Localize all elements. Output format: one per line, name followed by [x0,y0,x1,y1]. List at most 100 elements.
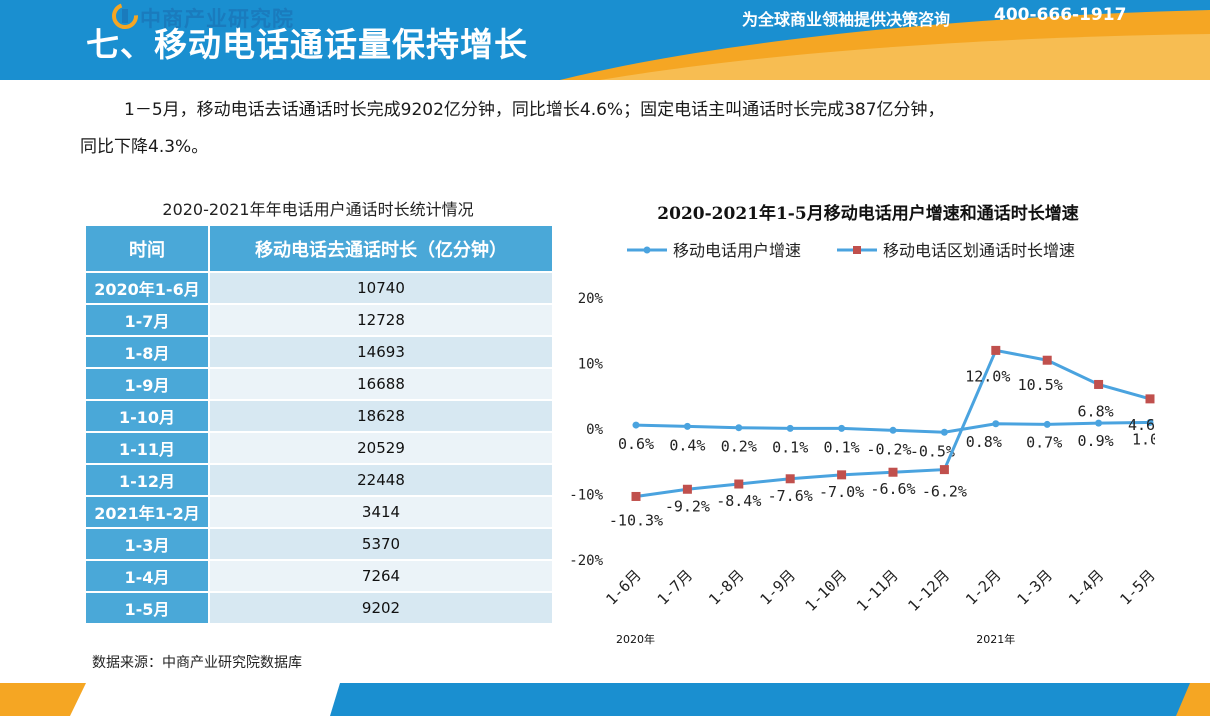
data-point [1146,418,1154,426]
y-tick-label: -10% [569,488,603,504]
table-row: 1-5月 9202 [84,591,554,625]
table-row: 1-11月 20529 [84,431,554,465]
table-row: 1-12月 22448 [84,463,554,497]
data-label: 0.1% [772,438,808,456]
data-label: -8.4% [716,492,761,510]
table-title: 2020-2021年年电话用户通话时长统计情况 [162,200,474,219]
data-point [1094,379,1104,389]
row-value: 14693 [208,335,554,369]
x-tick-label: 1-8月 [705,566,747,608]
title-band [0,0,1210,80]
data-label: 0.4% [669,436,705,454]
header-duration: 移动电话去通话时长（亿分钟） [208,224,554,273]
row-value: 22448 [208,463,554,497]
data-label: -9.2% [665,497,710,515]
table-row: 1-8月 14693 [84,335,554,369]
row-time: 1-10月 [84,399,210,433]
data-point [837,470,847,480]
chart-legend: 移动电话用户增速 移动电话区划通话时长增速 [627,241,1075,260]
data-source: 数据来源：中商产业研究院数据库 [92,655,302,671]
page-title: 七、移动电话通话量保持增长 [86,25,528,64]
data-label: 0.8% [966,433,1002,451]
call-duration-table: 时间 移动电话去通话时长（亿分钟） 2020年1-6月 10740 1-7月 127… [84,224,554,625]
y-axis: 20% 10% 0% -10% -20% [569,291,603,569]
data-label: 12.0% [965,367,1010,385]
logo-text: 中商产业研究院 [140,7,294,31]
footer-slogan: 为全球商业领袖提供决策咨询 [742,10,951,29]
x-tick-label: 1-4月 [1065,566,1107,608]
data-point [1145,394,1155,404]
data-label: 6.8% [1078,402,1114,420]
data-label: 4.6% [1128,416,1155,434]
chart-title: 2020-2021年1-5月移动电话用户增速和通话时长增速 [657,203,1078,224]
x-tick-label: 1-9月 [757,566,799,608]
table-row: 1-9月 16688 [84,367,554,401]
growth-line-chart: 2020-2021年1-5月移动电话用户增速和通话时长增速 移动电话用户增速 移动… [569,203,1155,646]
row-value: 20529 [208,431,554,465]
y-tick-label: 20% [578,291,604,307]
row-time: 1-5月 [84,591,210,625]
x-tick-label: 1-10月 [802,566,851,615]
data-point [1095,419,1103,427]
row-time: 1-7月 [84,303,210,337]
data-label: -6.2% [922,483,967,501]
row-value: 9202 [208,591,554,625]
data-point [631,491,641,501]
data-label: 0.6% [618,435,654,453]
data-label: -7.6% [768,487,813,505]
row-value: 5370 [208,527,554,561]
data-point [734,479,744,489]
intro-paragraph: 1－5月，移动电话去话通话时长完成9202亿分钟，同比增长4.6%；固定电话主叫… [80,92,1150,166]
legend-label: 移动电话用户增速 [673,241,801,260]
data-label: -7.0% [819,483,864,501]
table-row: 1-3月 5370 [84,527,554,561]
data-label: 0.1% [824,438,860,456]
data-point [683,422,691,430]
x-tick-label: 1-6月 [602,566,644,608]
data-label: 10.5% [1018,376,1063,394]
y-tick-label: 10% [578,357,604,373]
row-time: 1-11月 [84,431,210,465]
row-time: 1-8月 [84,335,210,369]
data-point [735,424,743,432]
data-point [888,467,898,477]
data-point [940,428,948,436]
legend-marker [643,246,651,254]
row-value: 12728 [208,303,554,337]
data-point [991,345,1001,355]
row-value: 18628 [208,399,554,433]
data-label: 0.9% [1078,432,1114,450]
data-point [939,465,949,475]
x-tick-label: 1-12月 [904,566,953,615]
intro-line-1: 1－5月，移动电话去话通话时长完成9202亿分钟，同比增长4.6%；固定电话主叫… [124,100,945,120]
row-value: 3414 [208,495,554,529]
data-label: -0.5% [910,442,955,460]
data-label: 1.0% [1132,430,1155,448]
year-label: 2020年 [616,632,655,646]
table-row: 1-10月 18628 [84,399,554,433]
row-time: 2021年1-2月 [84,495,210,529]
row-value: 10740 [208,271,554,305]
table-row: 1-7月 12728 [84,303,554,337]
data-point [682,484,692,494]
x-tick-label: 1-2月 [962,566,1004,608]
x-axis: 1-6月 1-7月 1-8月 1-9月 1-10月 1-11月 1-12月 1-2月 1-3月 1… [602,566,1155,646]
row-time: 1-4月 [84,559,210,593]
row-time: 1-12月 [84,463,210,497]
data-label: -10.3% [609,511,663,529]
year-label: 2021年 [976,632,1015,646]
data-point [785,474,795,484]
row-value: 7264 [208,559,554,593]
plot-area: 0.6% 0.4% 0.2% 0.1% 0.1% -0.2%-0.5% 0.8% 0.7% 0.… [609,345,1155,529]
row-time: 1-9月 [84,367,210,401]
x-tick-label: 1-5月 [1116,566,1155,608]
footer-band [0,683,1210,716]
legend-label: 移动电话区划通话时长增速 [883,241,1075,260]
table-row: 2020年1-6月 10740 [84,271,554,305]
row-time: 1-3月 [84,527,210,561]
data-point [1042,355,1052,365]
y-tick-label: 0% [586,422,603,438]
table-header-row: 时间 移动电话去通话时长（亿分钟） [84,224,554,273]
data-point [838,424,846,432]
table-row: 2021年1-2月 3414 [84,495,554,529]
